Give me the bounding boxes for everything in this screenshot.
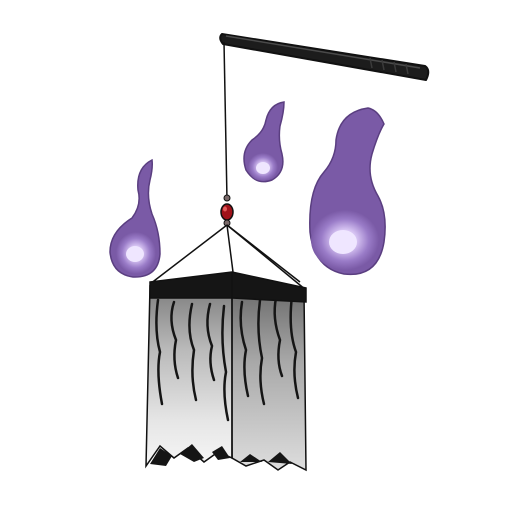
purple-flame-right <box>309 107 386 276</box>
pole <box>219 33 430 81</box>
lantern-cloth <box>145 285 307 472</box>
purple-flame-left <box>109 158 161 278</box>
red-bead <box>220 194 234 227</box>
purple-flame-middle <box>243 101 285 183</box>
hanging-string <box>223 41 228 201</box>
lantern-strings <box>149 224 307 291</box>
lantern-top-band <box>149 271 307 458</box>
